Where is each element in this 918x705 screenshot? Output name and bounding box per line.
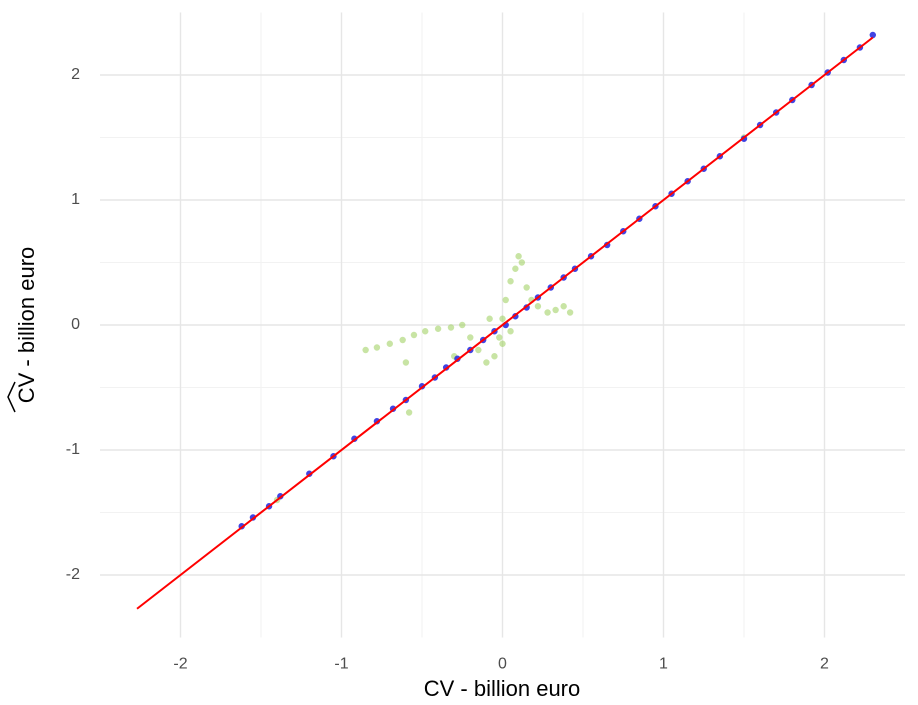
- point: [507, 278, 514, 285]
- point: [869, 31, 876, 39]
- x-tick-label: -2: [173, 656, 187, 673]
- point: [373, 344, 381, 351]
- y-tick-label: -2: [66, 566, 80, 583]
- point: [499, 315, 506, 322]
- y-axis-label-group: CV - billion euro: [7, 247, 39, 413]
- y-tick-label: -1: [66, 441, 80, 458]
- point: [386, 340, 393, 347]
- point: [405, 409, 413, 416]
- point: [402, 359, 410, 366]
- point: [486, 315, 493, 322]
- point: [544, 309, 551, 316]
- point: [422, 328, 429, 335]
- point: [467, 334, 474, 341]
- point: [552, 306, 559, 314]
- point: [515, 253, 522, 260]
- x-tick-label: 1: [659, 656, 668, 673]
- point: [523, 284, 530, 291]
- point: [499, 340, 506, 347]
- point: [566, 309, 574, 316]
- y-tick-label: 2: [71, 66, 80, 83]
- point: [475, 346, 482, 354]
- point: [459, 321, 466, 329]
- x-tick-label: 2: [820, 656, 829, 673]
- point: [491, 353, 498, 360]
- hat: [7, 381, 16, 413]
- y-tick-label: 1: [71, 191, 80, 208]
- point: [512, 265, 519, 272]
- point: [447, 324, 455, 331]
- y-axis-label: CV - billion euro: [14, 247, 39, 404]
- fit-line: [136, 36, 874, 610]
- point: [362, 346, 369, 354]
- marks: [136, 31, 876, 610]
- x-tick-label: -1: [334, 656, 348, 673]
- point: [534, 303, 542, 310]
- point: [483, 359, 490, 366]
- point: [496, 334, 503, 341]
- point: [518, 259, 526, 266]
- x-axis-label: CV - billion euro: [424, 676, 581, 701]
- point: [434, 325, 442, 332]
- point: [560, 303, 567, 310]
- point: [502, 296, 509, 304]
- grid: [100, 12, 905, 638]
- x-tick-label: 0: [498, 656, 507, 673]
- point: [399, 336, 406, 344]
- point: [507, 328, 514, 335]
- point: [410, 331, 418, 339]
- y-tick-label: 0: [71, 316, 80, 333]
